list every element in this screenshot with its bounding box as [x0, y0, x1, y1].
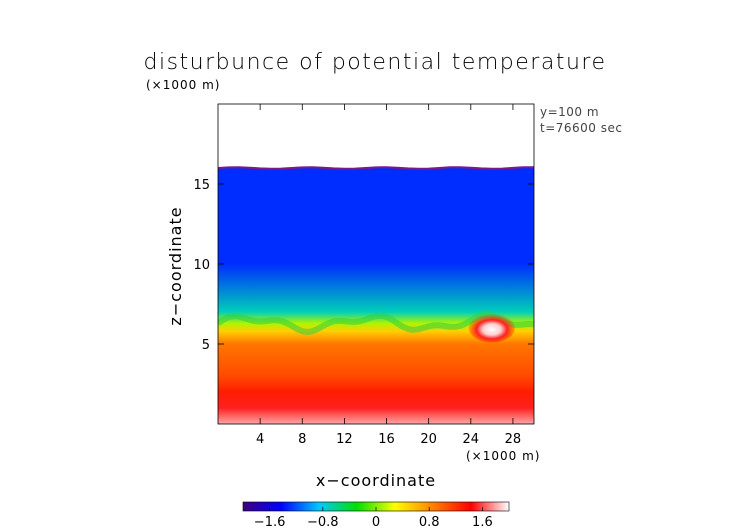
y-axis-label: z−coordinate [166, 206, 185, 325]
y-axis-ticks: 5 10 15 [193, 178, 534, 353]
plot-area [218, 166, 534, 424]
colorbar-ticks: −1.6 −0.8 0 0.8 1.6 [254, 507, 493, 530]
x-tick-label: 8 [298, 432, 306, 447]
x-axis-label: x−coordinate [316, 471, 436, 490]
data-top-edge [218, 166, 534, 170]
x-tick-label: 12 [336, 432, 353, 447]
hot-anomaly [468, 313, 516, 343]
x-axis-unit: (×1000 m) [466, 449, 540, 463]
annotation-y: y=100 m [540, 105, 599, 119]
y-tick-label: 10 [193, 258, 210, 273]
colorbar-tick-label: −1.6 [254, 515, 286, 530]
chart-title: disturbunce of potential temperature [144, 50, 607, 75]
x-tick-label: 4 [256, 432, 264, 447]
x-tick-label: 20 [420, 432, 437, 447]
temperature-field [218, 168, 534, 424]
y-tick-label: 15 [193, 178, 210, 193]
colorbar-tick-label: 0 [372, 515, 380, 530]
x-tick-label: 24 [463, 432, 480, 447]
x-tick-label: 16 [378, 432, 395, 447]
x-axis-ticks: 4 8 12 16 20 24 28 [256, 104, 521, 447]
y-tick-label: 5 [202, 338, 210, 353]
x-tick-label: 28 [505, 432, 522, 447]
annotation-t: t=76600 sec [540, 121, 622, 135]
y-axis-unit: (×1000 m) [146, 78, 220, 92]
colorbar-tick-label: 1.6 [472, 515, 493, 530]
colorbar-tick-label: −0.8 [307, 515, 339, 530]
colorbar-tick-label: 0.8 [419, 515, 440, 530]
